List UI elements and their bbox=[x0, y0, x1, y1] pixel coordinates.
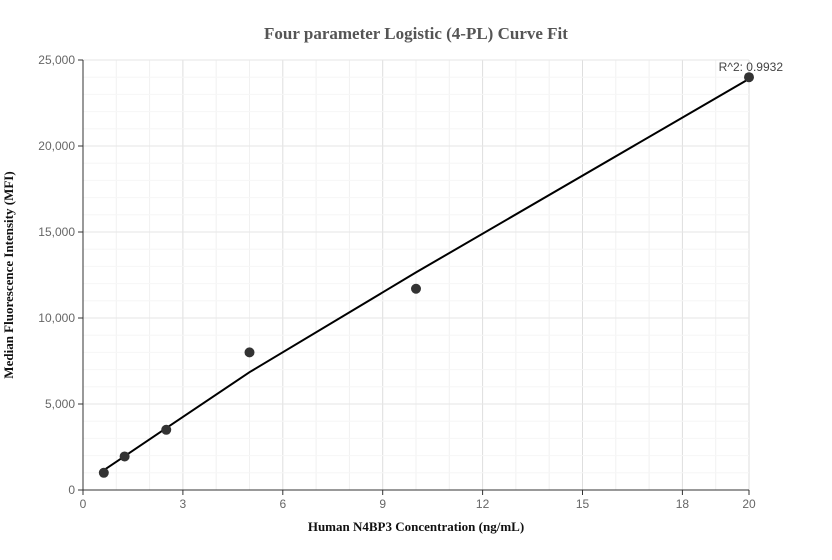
data-point bbox=[119, 451, 130, 462]
data-points bbox=[98, 72, 754, 478]
x-tick-label: 20 bbox=[742, 497, 756, 511]
data-point bbox=[411, 283, 421, 294]
x-tick-label: 18 bbox=[676, 497, 690, 511]
x-tick-label: 15 bbox=[576, 497, 590, 511]
x-tick-label: 6 bbox=[279, 497, 286, 511]
y-tick-label: 15,000 bbox=[38, 225, 75, 239]
y-tick-label: 5,000 bbox=[45, 397, 75, 411]
r-squared-annotation: R^2: 0.9932 bbox=[719, 60, 784, 74]
x-tick-label: 3 bbox=[180, 497, 187, 511]
chart-title: Four parameter Logistic (4-PL) Curve Fit bbox=[264, 24, 568, 43]
data-point bbox=[161, 424, 172, 435]
data-point bbox=[744, 72, 754, 83]
y-tick-label: 0 bbox=[68, 483, 75, 497]
x-tick-label: 12 bbox=[476, 497, 490, 511]
data-point bbox=[98, 467, 109, 478]
x-tick-label: 0 bbox=[80, 497, 87, 511]
tick-labels: 0 3 6 9 12 15 18 20 0 5,000 10,000 15,000 20,000 25,0… bbox=[38, 53, 756, 511]
x-tick-label: 9 bbox=[379, 497, 386, 511]
x-axis-label: Human N4BP3 Concentration (ng/mL) bbox=[308, 519, 524, 534]
fit-curve bbox=[103, 78, 750, 472]
y-tick-label: 10,000 bbox=[38, 311, 75, 325]
data-point bbox=[244, 347, 255, 358]
grid bbox=[83, 59, 750, 490]
axes bbox=[78, 59, 750, 495]
y-axis-label: Median Fluorescence Intensity (MFI) bbox=[1, 171, 16, 378]
y-tick-label: 20,000 bbox=[38, 139, 75, 153]
y-tick-label: 25,000 bbox=[38, 53, 75, 67]
